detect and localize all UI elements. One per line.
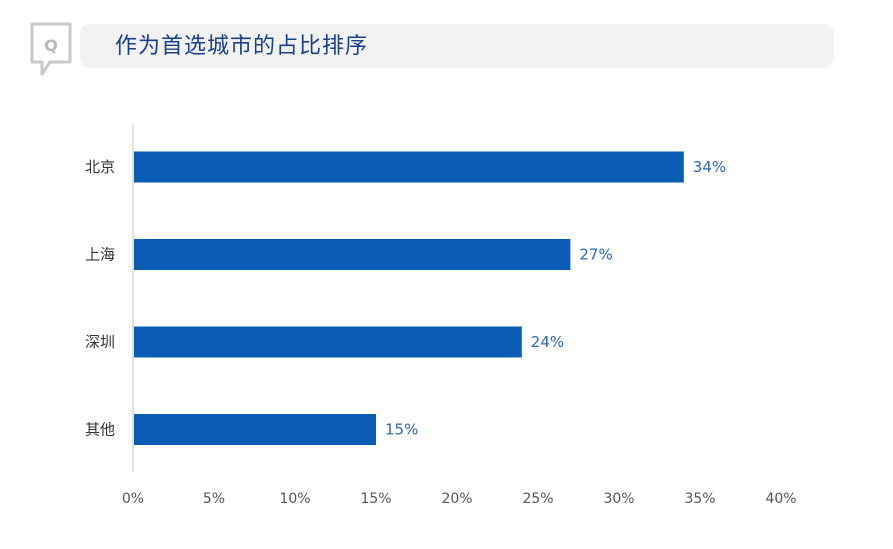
x-tick-label: 25% bbox=[522, 491, 553, 507]
value-labels: 34% 27% 24% 15% bbox=[385, 158, 726, 439]
value-label: 34% bbox=[693, 158, 726, 176]
category-label: 其他 bbox=[85, 421, 115, 439]
x-tick-label: 0% bbox=[122, 491, 144, 507]
x-tick-label: 10% bbox=[279, 491, 310, 507]
bar-1 bbox=[134, 239, 571, 270]
x-tick-label: 15% bbox=[360, 491, 391, 507]
value-label: 24% bbox=[531, 333, 564, 351]
page-title: 作为首选城市的占比排序 bbox=[115, 34, 369, 59]
x-tick-label: 20% bbox=[441, 491, 472, 507]
x-tick-label: 35% bbox=[684, 491, 715, 507]
header-bar bbox=[80, 24, 834, 68]
x-tick-label: 5% bbox=[203, 491, 225, 507]
bar-2 bbox=[134, 326, 522, 358]
question-speech-bubble-icon: Q bbox=[30, 22, 72, 76]
value-label: 15% bbox=[385, 421, 418, 439]
category-label: 北京 bbox=[85, 158, 115, 176]
bars-group bbox=[134, 151, 684, 445]
bar-0 bbox=[134, 151, 684, 183]
category-label: 上海 bbox=[85, 246, 115, 264]
x-tick-label: 40% bbox=[765, 491, 796, 507]
value-label: 27% bbox=[579, 246, 612, 264]
category-label: 深圳 bbox=[85, 333, 115, 351]
bar-3 bbox=[134, 414, 376, 445]
x-tick-label: 30% bbox=[603, 491, 634, 507]
icon-letter: Q bbox=[44, 36, 58, 55]
x-tick-labels: 0% 5% 10% 15% 20% 25% 30% 35% 40% bbox=[122, 491, 797, 507]
